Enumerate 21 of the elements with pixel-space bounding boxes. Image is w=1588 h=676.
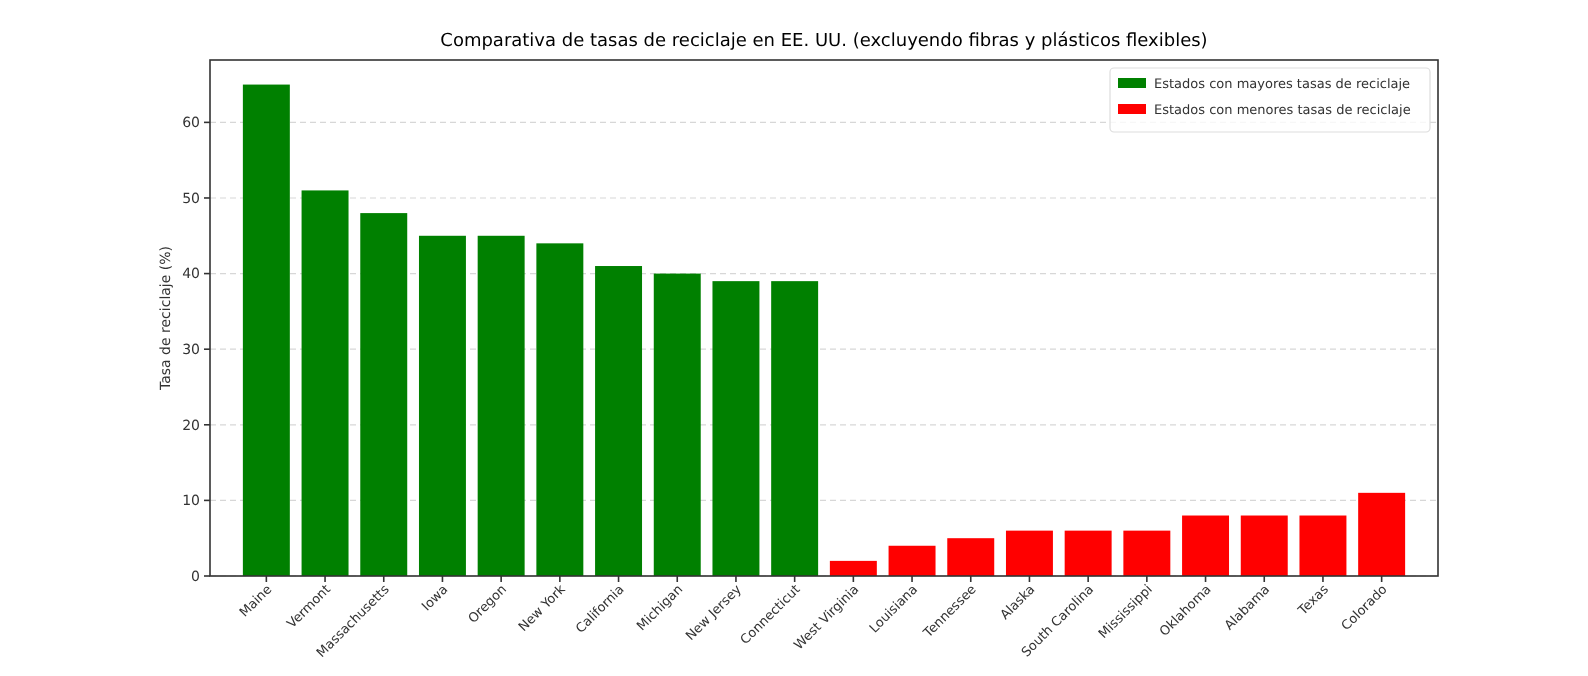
bar (771, 281, 819, 576)
bar (1240, 515, 1288, 576)
bar (1299, 515, 1347, 576)
bar (595, 266, 643, 576)
bar (1123, 530, 1171, 576)
bar (1358, 492, 1406, 576)
bar (536, 243, 584, 576)
bar (242, 84, 290, 576)
bar (1182, 515, 1230, 576)
bar (947, 538, 995, 576)
bar (829, 560, 877, 576)
bar (888, 545, 936, 576)
bar (653, 273, 701, 576)
bar (1005, 530, 1053, 576)
bar (301, 190, 349, 576)
bar (418, 235, 466, 576)
bar (712, 281, 760, 576)
bar (477, 235, 525, 576)
bar (1064, 530, 1112, 576)
bar (360, 213, 408, 576)
chart-title: Comparativa de tasas de reciclaje en EE. UU. (excluyendo fibras y plásticos flexibles) (440, 30, 1208, 52)
